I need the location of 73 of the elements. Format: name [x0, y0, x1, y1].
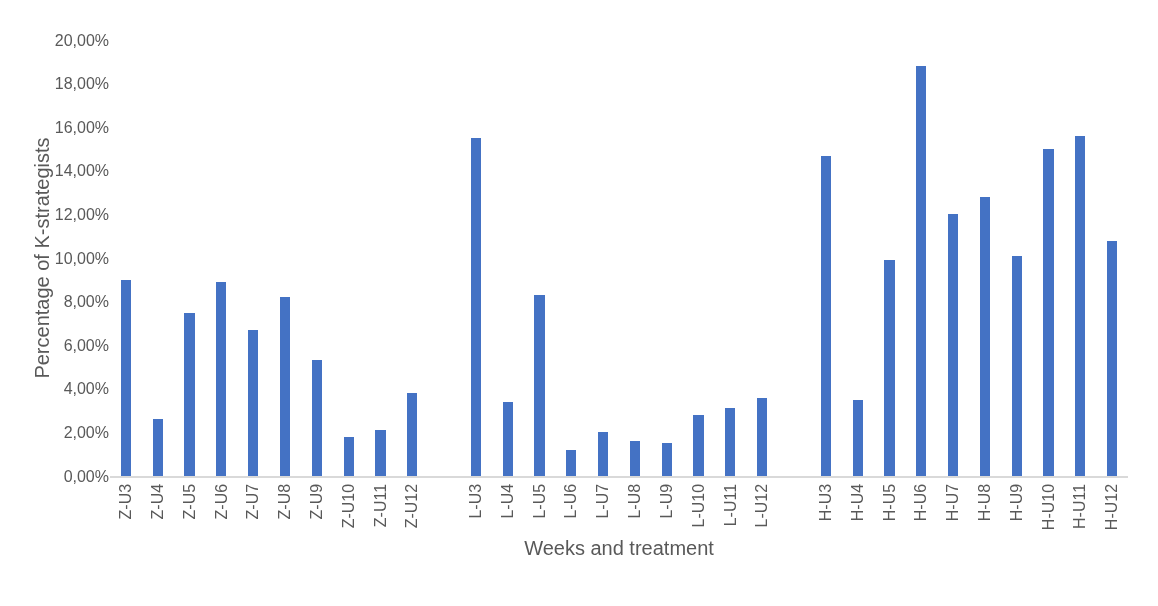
bar [757, 397, 768, 476]
x-tick-label: H-U10 [1039, 483, 1057, 531]
x-tick-label: L-U8 [626, 483, 644, 519]
bar [216, 281, 227, 476]
x-tick-label: Z-U5 [180, 483, 198, 520]
bar [979, 196, 990, 476]
x-tick-label: H-U3 [816, 483, 834, 522]
x-tick-label: L-U9 [657, 483, 675, 519]
x-tick-label: L-U12 [753, 483, 771, 528]
bar [152, 419, 163, 476]
bar [1107, 240, 1118, 476]
x-tick-label: Z-U9 [307, 483, 325, 520]
bar [725, 408, 736, 476]
x-tick-label: Z-U6 [212, 483, 230, 520]
y-tick-label: 4,00% [63, 380, 109, 398]
y-tick-label: 0,00% [63, 467, 109, 485]
y-tick-label: 6,00% [63, 336, 109, 354]
bar [470, 138, 481, 476]
bar [311, 360, 322, 476]
x-tick-label: H-U8 [976, 483, 994, 522]
y-tick-label: 10,00% [54, 249, 109, 267]
x-tick-label: Z-U10 [339, 483, 357, 529]
bar [279, 297, 291, 476]
y-tick-label: 18,00% [54, 75, 109, 93]
x-tick-label: L-U11 [721, 483, 739, 527]
x-tick-label: L-U5 [530, 483, 548, 519]
bar [248, 329, 259, 476]
bar [1043, 149, 1054, 476]
bar [693, 414, 704, 476]
x-tick-label: H-U9 [1007, 483, 1025, 522]
bar [375, 430, 386, 476]
x-tick-label: Z-U12 [403, 483, 421, 529]
y-tick-label: 14,00% [54, 162, 109, 180]
bar [947, 214, 959, 476]
x-axis-title: Weeks and treatment [524, 537, 715, 560]
x-tick-label: L-U6 [562, 483, 580, 519]
bar [852, 399, 863, 476]
y-tick-label: 12,00% [54, 206, 109, 223]
x-tick-label: H-U6 [912, 483, 930, 522]
x-tick-label: H-U4 [848, 483, 866, 522]
x-tick-label: Z-U3 [117, 483, 135, 520]
bar [534, 295, 545, 476]
bar [1075, 135, 1086, 476]
x-tick-label: H-U12 [1103, 483, 1121, 531]
y-tick-label: 20,00% [54, 31, 109, 49]
x-tick-label: L-U7 [594, 483, 612, 519]
x-tick-label: Z-U7 [244, 483, 262, 520]
x-tick-label: Z-U4 [148, 483, 166, 520]
x-tick-label: H-U5 [880, 483, 898, 522]
x-tick-label: L-U4 [498, 483, 516, 519]
y-axis-title: Percentage of K-strategists [30, 137, 53, 379]
bar [502, 401, 513, 476]
y-tick-label: 8,00% [63, 293, 109, 311]
y-tick-label: 2,00% [63, 424, 109, 441]
bar [916, 66, 927, 476]
bar [407, 393, 418, 476]
bar [598, 432, 609, 476]
x-tick-label: L-U10 [689, 483, 707, 528]
bar [1011, 255, 1022, 476]
bar [820, 155, 831, 476]
bar [120, 279, 131, 476]
x-tick-label: H-U11 [1071, 483, 1089, 529]
x-tick-label: L-U3 [467, 483, 485, 519]
bar [566, 449, 577, 476]
x-tick-label: Z-U8 [276, 483, 294, 520]
bar [343, 436, 354, 476]
y-tick-label: 16,00% [54, 118, 109, 136]
x-tick-label: Z-U11 [371, 483, 389, 528]
x-tick-label: H-U7 [944, 483, 962, 522]
bar [661, 443, 672, 476]
bar [184, 312, 195, 476]
bar [884, 260, 895, 476]
bar [629, 441, 640, 476]
